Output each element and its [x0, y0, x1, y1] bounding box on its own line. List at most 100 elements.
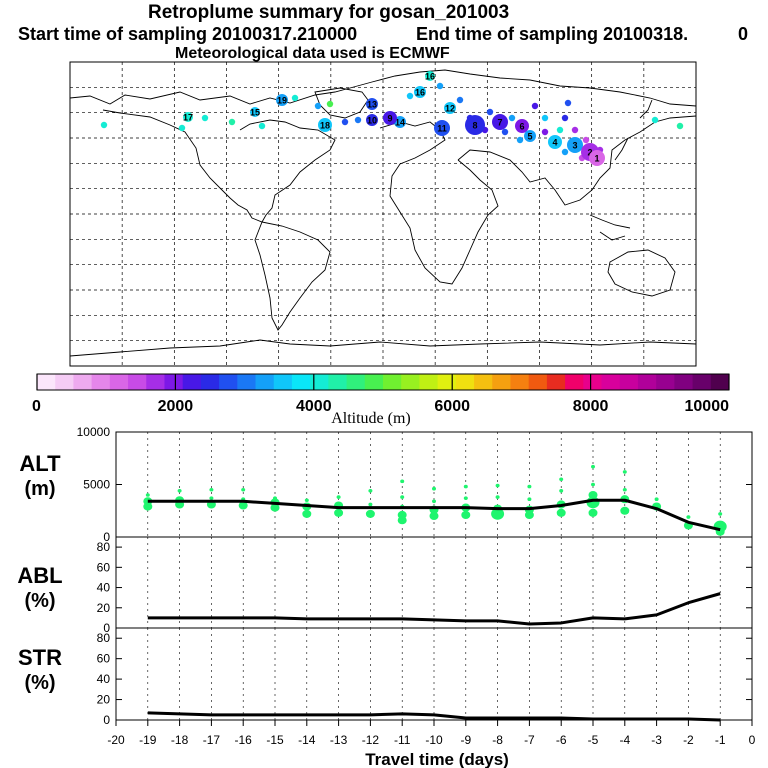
- plume-marker-label: 3: [572, 141, 577, 151]
- asia-coast: [457, 115, 697, 206]
- altitude-marker: [527, 497, 532, 502]
- x-tick-label: -20: [107, 733, 125, 747]
- altitude-marker: [302, 509, 312, 518]
- plume-marker: [589, 150, 605, 166]
- altitude-marker: [527, 484, 532, 489]
- colorbar-cell: [401, 374, 420, 390]
- figure-title: Retroplume summary for gosan_201003: [148, 2, 510, 23]
- plume-marker-label: 16: [425, 72, 435, 82]
- plume-marker: [394, 116, 406, 128]
- australia-coast: [607, 249, 676, 297]
- plume-marker: [366, 98, 378, 110]
- altitude-marker: [270, 503, 280, 512]
- altitude-marker: [461, 510, 471, 519]
- colorbar-cell: [583, 374, 603, 390]
- plume-dot: [326, 100, 334, 108]
- x-tick-label: -5: [588, 733, 599, 747]
- plume-dot: [564, 99, 572, 107]
- plume-marker: [567, 137, 583, 153]
- colorbar-cell: [237, 374, 257, 390]
- colorbar-cell: [91, 374, 111, 390]
- plume-dot: [541, 114, 549, 122]
- colorbar-cell: [601, 374, 621, 390]
- plume-marker-label: 17: [183, 113, 193, 123]
- sampling-end: End time of sampling 20100318.: [416, 24, 689, 44]
- colorbar-cell: [619, 374, 639, 390]
- colorbar-cell: [219, 374, 238, 390]
- x-tick-label: -15: [266, 733, 284, 747]
- plume-dot: [100, 121, 108, 129]
- altitude-marker: [463, 484, 468, 489]
- colorbar-cell: [492, 374, 511, 390]
- plume-dot: [556, 126, 564, 134]
- north-america-coast: [102, 109, 336, 223]
- altitude-marker: [495, 483, 500, 488]
- altitude-marker: [143, 502, 153, 511]
- south-america-coast: [254, 221, 331, 331]
- colorbar-cell: [637, 374, 657, 390]
- plume-dot: [178, 124, 186, 132]
- plume-marker: [250, 107, 260, 117]
- colorbar-cell: [328, 374, 348, 390]
- colorbar-cell: [546, 374, 566, 390]
- plume-marker-label: 16: [415, 88, 425, 98]
- altitude-marker: [463, 496, 468, 500]
- coastlines: [69, 69, 697, 357]
- plume-dot: [516, 136, 524, 144]
- x-axis: -20 -19 -18 -17 -16 -15 -14 -13 -12 -11 -10 -9 -8 -7-…: [107, 720, 756, 747]
- altitude-marker: [177, 489, 182, 493]
- colorbar-cell: [455, 374, 475, 390]
- plume-marker-label: 10: [367, 116, 377, 126]
- x-tick-label: -16: [235, 733, 253, 747]
- altitude-marker: [209, 487, 214, 492]
- colorbar-cell: [37, 374, 56, 390]
- sampling-end-suffix: 0: [738, 24, 749, 44]
- colorbar-tick-label: 2000: [158, 398, 194, 415]
- x-tick-label: -18: [171, 733, 189, 747]
- x-tick-label: -2: [683, 733, 694, 747]
- series-line-abl: [147, 592, 721, 626]
- y-tick-label: 0: [103, 713, 110, 727]
- y-tick-label: 0: [103, 530, 110, 544]
- altitude-marker: [400, 479, 405, 484]
- x-tick-label: -9: [460, 733, 471, 747]
- colorbar-cell: [291, 374, 311, 390]
- plume-marker: [434, 120, 450, 136]
- x-tick-label: -11: [394, 733, 411, 747]
- altitude-marker: [334, 508, 344, 517]
- altitude-marker: [495, 495, 500, 499]
- plume-marker-label: 13: [367, 100, 377, 110]
- x-tick-label: -13: [330, 733, 348, 747]
- altitude-marker: [622, 487, 627, 492]
- map-gridlines: [70, 62, 696, 366]
- colorbar-label: Altitude (m): [331, 410, 411, 427]
- plume-marker: [524, 130, 536, 142]
- altitude-marker: [145, 493, 150, 497]
- altitude-marker: [524, 510, 534, 519]
- colorbar-cell: [109, 374, 129, 390]
- x-tick-label: 0: [749, 733, 756, 747]
- panel-name: STR: [18, 645, 62, 670]
- plume-marker: [465, 115, 485, 135]
- colorbar-cell: [182, 374, 202, 390]
- colorbar-cell: [255, 374, 275, 390]
- plume-marker: [425, 71, 435, 81]
- colorbar-cell: [273, 374, 293, 390]
- plume-dot: [258, 122, 266, 130]
- colorbar-tick-label: 8000: [573, 398, 609, 415]
- x-axis-label: Travel time (days): [365, 750, 509, 768]
- colorbar-cell: [565, 374, 584, 390]
- plume-dot: [571, 126, 579, 134]
- y-tick-label: 5000: [83, 478, 110, 492]
- se-asia-islands: [589, 214, 631, 241]
- plume-dot: [651, 116, 659, 124]
- plume-marker-label: 14: [395, 118, 405, 128]
- plume-marker: [183, 112, 193, 122]
- altitude-marker: [622, 470, 627, 474]
- altitude-marker: [718, 512, 723, 516]
- y-tick-label: 40: [97, 672, 111, 686]
- arctic-coast: [69, 69, 697, 107]
- plume-marker-label: 8: [472, 121, 477, 131]
- colorbar-cell: [128, 374, 147, 390]
